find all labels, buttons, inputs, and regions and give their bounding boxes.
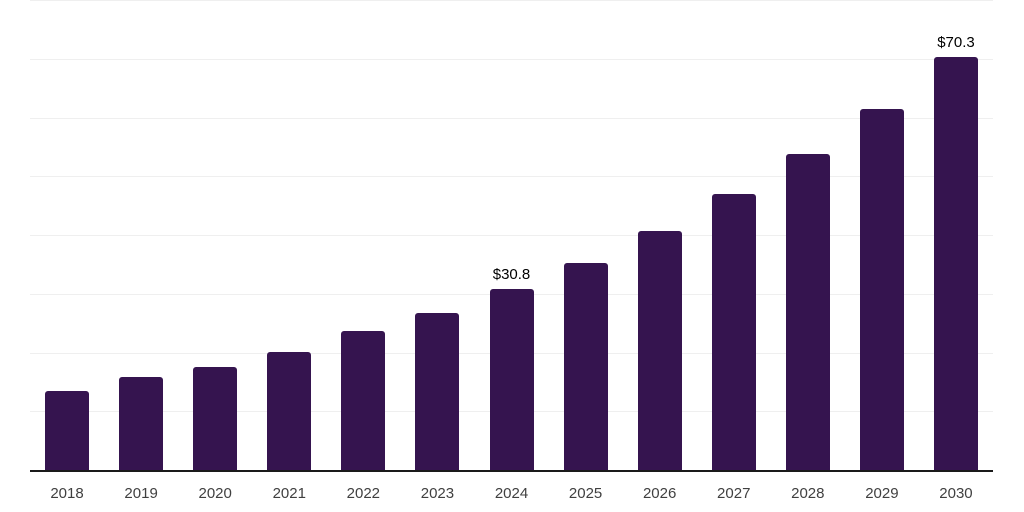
bar-2023 bbox=[415, 313, 460, 470]
bar-band-2029 bbox=[845, 0, 919, 470]
bar-2024 bbox=[489, 289, 534, 470]
x-axis: 2018 2019 2020 2021 2022 2023 2024 2025 2026 2027… bbox=[30, 485, 993, 502]
bar-band-2021 bbox=[252, 0, 326, 470]
bar-2026 bbox=[637, 231, 682, 470]
x-tick-label-2021: 2021 bbox=[272, 485, 306, 502]
bar-band-2030: $70.3 bbox=[919, 0, 993, 470]
x-tick-label-2027: 2027 bbox=[717, 485, 751, 502]
bar-2028 bbox=[785, 154, 830, 470]
x-tick-label-2019: 2019 bbox=[124, 485, 158, 502]
bar-2022 bbox=[341, 331, 386, 470]
x-tick-label-2025: 2025 bbox=[568, 485, 603, 502]
bar-band-2025 bbox=[549, 0, 623, 470]
bar-band-2028 bbox=[771, 0, 845, 470]
bar-band-2020 bbox=[178, 0, 252, 470]
data-label-2030: $70.3 bbox=[937, 34, 975, 51]
bar-2029 bbox=[859, 109, 904, 470]
x-tick-label-2029: 2029 bbox=[865, 485, 899, 502]
x-tick-label-2024: 2024 bbox=[494, 485, 529, 502]
bar-2027 bbox=[711, 194, 756, 470]
bar-band-2022 bbox=[326, 0, 400, 470]
data-label-2024: $30.8 bbox=[492, 266, 531, 283]
bar-2021 bbox=[267, 352, 312, 470]
x-tick-label-2022: 2022 bbox=[346, 485, 381, 502]
bar-band-2027 bbox=[697, 0, 771, 470]
x-tick-label-2026: 2026 bbox=[642, 485, 677, 502]
bar-band-2026 bbox=[623, 0, 697, 470]
bar-band-2019 bbox=[104, 0, 178, 470]
bar-band-2024: $30.8 bbox=[474, 0, 548, 470]
bar-2019 bbox=[119, 377, 164, 470]
x-tick-label-2030: 2030 bbox=[939, 485, 973, 502]
plot-area: $30.8 $70.3 bbox=[30, 0, 993, 472]
bar-2030 bbox=[933, 57, 978, 470]
x-tick-label-2028: 2028 bbox=[791, 485, 825, 502]
bar-2018 bbox=[45, 391, 90, 470]
bar-2020 bbox=[193, 367, 238, 470]
bar-band-2018 bbox=[30, 0, 104, 470]
bar-2025 bbox=[563, 263, 608, 470]
x-tick-label-2020: 2020 bbox=[198, 485, 232, 502]
bar-band-2023 bbox=[400, 0, 474, 470]
x-tick-label-2018: 2018 bbox=[50, 485, 84, 502]
x-tick-label-2023: 2023 bbox=[420, 485, 455, 502]
